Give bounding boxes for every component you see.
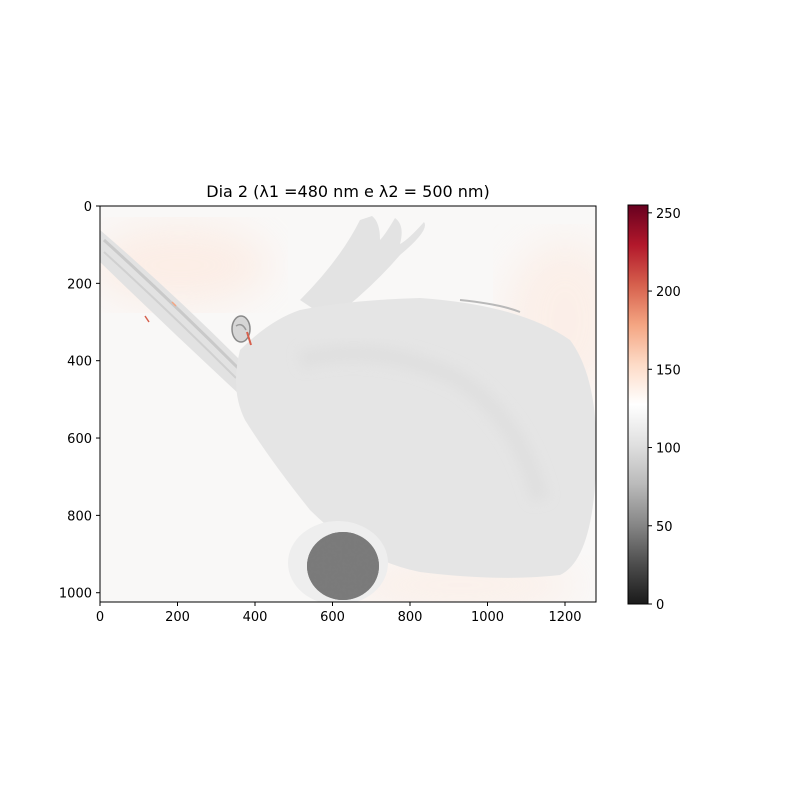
colorbar-tick-label: 0 <box>656 598 664 613</box>
y-axis: 0 200 400 600 800 1000 <box>59 200 100 602</box>
x-tick-label: 600 <box>320 610 345 625</box>
y-tick-label: 600 <box>67 432 92 447</box>
y-tick-label: 800 <box>67 509 92 524</box>
y-tick-label: 1000 <box>59 587 92 602</box>
x-axis: 0 200 400 600 800 1000 1200 <box>96 602 582 625</box>
heatmap-image <box>100 206 596 602</box>
x-tick-label: 1000 <box>471 610 504 625</box>
y-tick-label: 400 <box>67 355 92 370</box>
x-tick-label: 200 <box>165 610 190 625</box>
colorbar-tick-label: 50 <box>656 520 673 535</box>
colorbar-tick-label: 250 <box>656 207 681 222</box>
colorbar <box>627 204 649 605</box>
colorbar-tick-label: 150 <box>656 363 681 378</box>
chart-title: Dia 2 (λ1 =480 nm e λ2 = 500 nm) <box>206 182 490 201</box>
x-tick-label: 800 <box>398 610 423 625</box>
x-tick-label: 400 <box>243 610 268 625</box>
y-tick-label: 200 <box>67 277 92 292</box>
y-tick-label: 0 <box>84 200 92 215</box>
image-frame <box>99 205 597 603</box>
x-tick-label: 1200 <box>548 610 581 625</box>
colorbar-tick-label: 200 <box>656 285 681 300</box>
colorbar-tick-label: 100 <box>656 442 681 457</box>
x-tick-label: 0 <box>96 610 104 625</box>
colorbar-axis: 0 50 100 150 200 250 <box>648 207 681 613</box>
